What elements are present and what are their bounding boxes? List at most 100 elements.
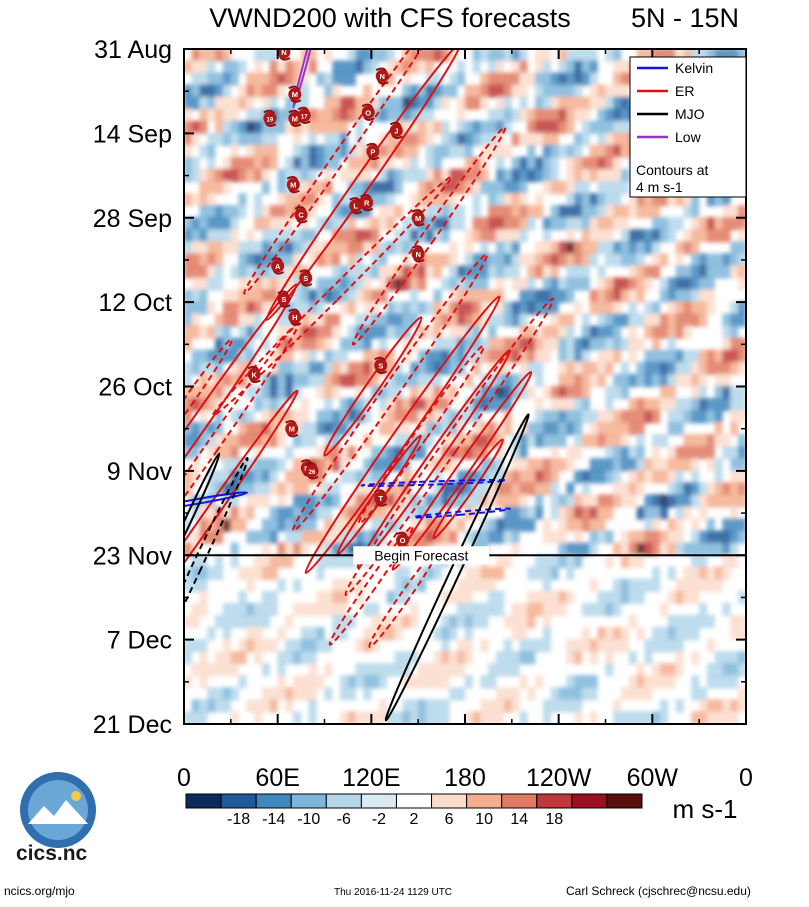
anomaly-cell bbox=[418, 410, 427, 424]
anomaly-cell bbox=[605, 156, 614, 171]
anomaly-cell bbox=[402, 132, 411, 147]
anomaly-cell bbox=[191, 530, 200, 544]
anomaly-cell bbox=[542, 422, 552, 436]
anomaly-cell bbox=[457, 144, 466, 159]
anomaly-cell bbox=[215, 205, 224, 219]
anomaly-cell bbox=[738, 458, 746, 472]
storm-markers: NM19M17NOJPMCLRMNASSHKSMM26TO bbox=[247, 49, 425, 549]
anomaly-cell bbox=[464, 96, 473, 110]
anomaly-cell bbox=[496, 470, 505, 484]
logo-label: cics.nc bbox=[16, 842, 88, 865]
anomaly-cell bbox=[246, 626, 255, 641]
anomaly-cell bbox=[308, 699, 317, 713]
anomaly-cell bbox=[363, 96, 372, 110]
anomaly-cell bbox=[394, 663, 403, 677]
anomaly-cell bbox=[722, 385, 731, 400]
anomaly-cell bbox=[464, 434, 473, 448]
anomaly-cell bbox=[535, 96, 544, 110]
anomaly-cell bbox=[566, 144, 575, 159]
anomaly-cell bbox=[433, 566, 442, 580]
anomaly-cell bbox=[542, 132, 552, 147]
anomaly-cell bbox=[472, 84, 481, 98]
anomaly-cell bbox=[706, 446, 715, 460]
anomaly-cell bbox=[589, 337, 598, 351]
anomaly-cell bbox=[222, 614, 231, 629]
contour-er bbox=[184, 389, 299, 649]
anomaly-cell bbox=[636, 530, 645, 544]
anomaly-cell bbox=[184, 482, 192, 496]
anomaly-cell bbox=[683, 205, 692, 219]
anomaly-cell bbox=[488, 49, 497, 62]
anomaly-cell bbox=[363, 289, 372, 303]
colorbar-cell bbox=[290, 793, 327, 809]
anomaly-cell bbox=[550, 156, 559, 171]
anomaly-cell bbox=[636, 289, 645, 303]
footer-url[interactable]: ncics.org/mjo bbox=[4, 884, 75, 898]
anomaly-cell bbox=[230, 156, 239, 171]
anomaly-cell bbox=[433, 96, 442, 110]
anomaly-cell bbox=[293, 410, 302, 424]
anomaly-cell bbox=[386, 626, 395, 641]
anomaly-cell bbox=[425, 663, 434, 677]
anomaly-cell bbox=[667, 614, 676, 629]
anomaly-cell bbox=[581, 193, 591, 207]
anomaly-cell bbox=[363, 349, 372, 363]
anomaly-cell bbox=[215, 663, 224, 677]
anomaly-cell bbox=[581, 482, 591, 496]
anomaly-cell bbox=[261, 699, 271, 713]
anomaly-cell bbox=[535, 265, 544, 279]
anomaly-cell bbox=[550, 144, 559, 159]
anomaly-cell bbox=[308, 205, 317, 219]
anomaly-cell bbox=[363, 241, 372, 255]
anomaly-cell bbox=[449, 687, 458, 701]
anomaly-cell bbox=[199, 180, 208, 195]
anomaly-cell bbox=[277, 60, 286, 74]
anomaly-cell bbox=[441, 397, 450, 412]
anomaly-cell bbox=[332, 626, 341, 641]
anomaly-cell bbox=[378, 325, 388, 339]
anomaly-cell bbox=[714, 482, 723, 496]
anomaly-cell bbox=[418, 301, 427, 315]
anomaly-cell bbox=[378, 422, 388, 436]
anomaly-cell bbox=[324, 337, 333, 351]
anomaly-cell bbox=[230, 168, 239, 183]
anomaly-cell bbox=[496, 180, 505, 195]
contour-er bbox=[323, 316, 423, 457]
anomaly-cell bbox=[613, 180, 622, 195]
anomaly-cell bbox=[574, 711, 583, 724]
anomaly-cell bbox=[222, 60, 231, 74]
anomaly-cell bbox=[488, 337, 497, 351]
anomaly-cell bbox=[425, 397, 434, 412]
anomaly-cell bbox=[261, 494, 271, 508]
anomaly-cell bbox=[683, 349, 692, 363]
anomaly-cell bbox=[457, 180, 466, 195]
anomaly-cell bbox=[574, 506, 583, 520]
anomaly-cell bbox=[613, 578, 622, 593]
anomaly-cell bbox=[706, 711, 715, 724]
anomaly-cell bbox=[347, 60, 356, 74]
anomaly-cell bbox=[620, 410, 630, 424]
anomaly-cell bbox=[558, 590, 567, 605]
anomaly-cell bbox=[581, 120, 591, 134]
anomaly-cell bbox=[316, 506, 325, 520]
anomaly-cell bbox=[316, 313, 325, 327]
anomaly-cell bbox=[184, 193, 192, 207]
anomaly-cell bbox=[277, 410, 286, 424]
anomaly-cell bbox=[691, 410, 700, 424]
anomaly-cell bbox=[550, 120, 559, 134]
anomaly-cell bbox=[300, 241, 310, 255]
anomaly-cell bbox=[550, 494, 559, 508]
anomaly-cell bbox=[363, 168, 372, 183]
anomaly-cell bbox=[605, 506, 614, 520]
anomaly-cell bbox=[464, 313, 473, 327]
anomaly-cell bbox=[480, 120, 489, 134]
anomaly-cell bbox=[347, 72, 356, 86]
anomaly-cell bbox=[277, 180, 286, 195]
storm-label: 19 bbox=[267, 117, 274, 123]
anomaly-cell bbox=[324, 253, 333, 267]
contour-er bbox=[265, 49, 462, 321]
anomaly-cell bbox=[339, 614, 349, 629]
storm-dot bbox=[305, 464, 319, 478]
anomaly-cell bbox=[261, 144, 271, 159]
anomaly-cell bbox=[457, 205, 466, 219]
